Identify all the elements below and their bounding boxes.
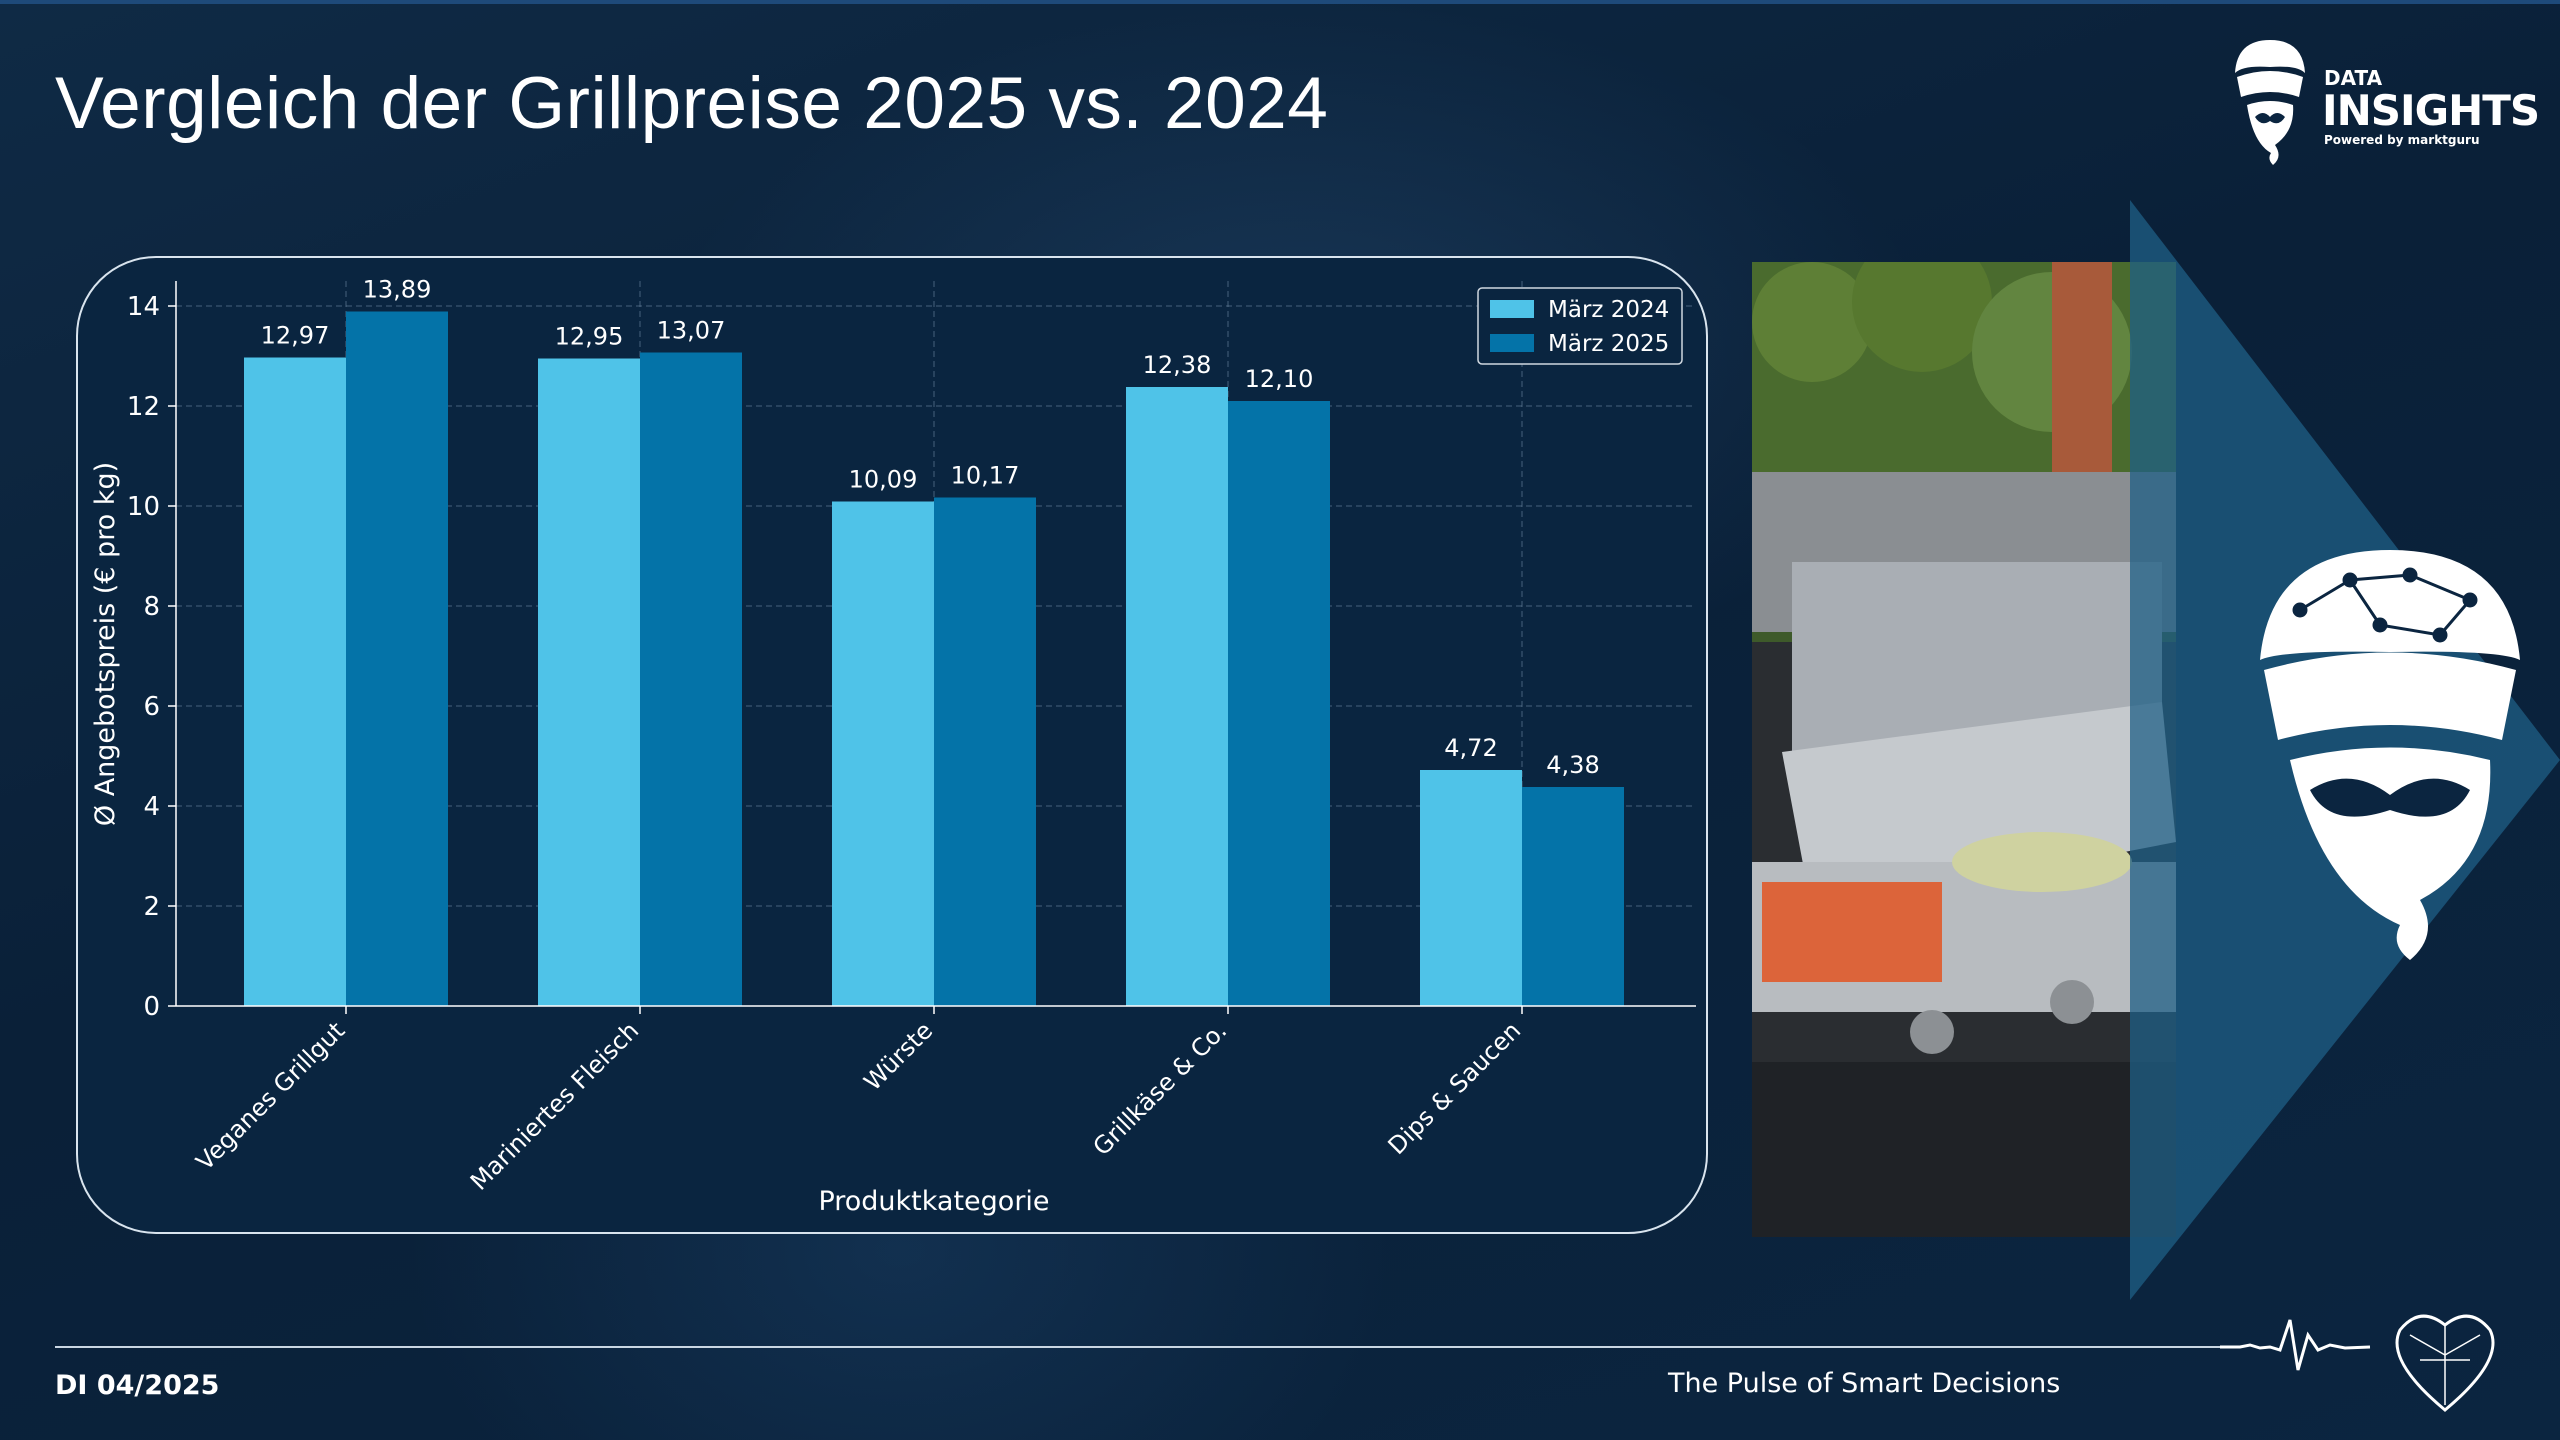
legend-label: März 2024 bbox=[1548, 297, 1669, 323]
bar-2024 bbox=[244, 357, 346, 1006]
data-label: 12,10 bbox=[1245, 365, 1314, 393]
data-label: 10,17 bbox=[951, 462, 1020, 490]
bar-2025 bbox=[934, 497, 1036, 1006]
logo-text-powered-by: Powered by marktguru bbox=[2324, 133, 2480, 147]
guru-turban-icon bbox=[2235, 40, 2305, 165]
bar-2025 bbox=[1522, 787, 1624, 1006]
footer-tagline: The Pulse of Smart Decisions bbox=[1668, 1368, 2061, 1399]
data-label: 4,38 bbox=[1546, 751, 1599, 779]
bar-2024 bbox=[832, 501, 934, 1006]
pulse-heart-icon bbox=[2220, 1314, 2495, 1412]
footer-divider bbox=[55, 1346, 2225, 1348]
y-tick-label: 12 bbox=[127, 392, 160, 422]
y-axis-title: Ø Angebotspreis (€ pro kg) bbox=[90, 462, 121, 826]
page-title: Vergleich der Grillpreise 2025 vs. 2024 bbox=[55, 63, 1329, 144]
y-tick-label: 0 bbox=[143, 992, 160, 1022]
logo-text-data: DATA bbox=[2324, 66, 2383, 90]
bar-chart: 0 2 4 6 8 10 12 14 Veganes Grillgut Mariniertes F… bbox=[90, 276, 1696, 1217]
x-tick-label: Mariniertes Fleisch bbox=[465, 1016, 644, 1195]
arrow-decoration bbox=[2130, 200, 2560, 1300]
top-accent-line bbox=[0, 0, 2560, 4]
data-label: 10,09 bbox=[849, 466, 918, 494]
y-tick-label: 8 bbox=[143, 592, 160, 622]
data-label: 12,97 bbox=[261, 322, 330, 350]
y-tick-label: 4 bbox=[143, 792, 160, 822]
data-label: 4,72 bbox=[1444, 734, 1497, 762]
bar-2025 bbox=[346, 311, 448, 1006]
data-label: 12,95 bbox=[555, 323, 624, 351]
bar-2024 bbox=[538, 358, 640, 1006]
footer-issue-label: DI 04/2025 bbox=[55, 1370, 220, 1401]
y-tick-label: 14 bbox=[127, 292, 160, 322]
guru-mascot-icon bbox=[2260, 550, 2520, 960]
data-label: 13,89 bbox=[363, 276, 432, 304]
x-tick-label: Dips & Saucen bbox=[1383, 1016, 1527, 1160]
legend-label: März 2025 bbox=[1548, 331, 1669, 357]
x-axis-title: Produktkategorie bbox=[818, 1186, 1049, 1217]
legend-swatch bbox=[1490, 334, 1534, 352]
x-tick-label: Veganes Grillgut bbox=[191, 1016, 351, 1176]
bar-2025 bbox=[1228, 401, 1330, 1006]
data-label: 13,07 bbox=[657, 317, 726, 345]
grill-photo bbox=[1752, 262, 2176, 1237]
x-tick-label: Würste bbox=[859, 1016, 939, 1096]
y-tick-label: 6 bbox=[143, 692, 160, 722]
bar-2024 bbox=[1420, 770, 1522, 1006]
y-tick-label: 2 bbox=[143, 892, 160, 922]
data-label: 12,38 bbox=[1143, 351, 1212, 379]
x-tick-label: Grillkäse & Co. bbox=[1088, 1016, 1233, 1161]
legend-swatch bbox=[1490, 300, 1534, 318]
data-insights-logo bbox=[2235, 40, 2305, 165]
bar-2025 bbox=[640, 352, 742, 1006]
bar-2024 bbox=[1126, 387, 1228, 1006]
logo-text-insights: INSIGHTS bbox=[2322, 86, 2540, 135]
y-tick-label: 10 bbox=[127, 492, 160, 522]
